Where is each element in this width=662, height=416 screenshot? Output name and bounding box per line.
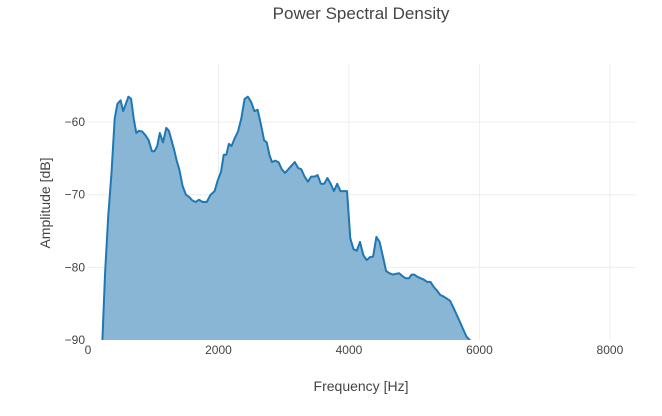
x-tick-label: 8000 (597, 343, 624, 357)
y-axis-title: Amplitude [dB] (37, 157, 53, 248)
y-tick-label: −60 (65, 115, 86, 129)
y-tick-label: −80 (65, 260, 86, 274)
plot-area (101, 95, 496, 340)
x-tick-label: 0 (85, 343, 92, 357)
y-tick-labels: −90 −80 −70 −60 (65, 115, 86, 347)
x-tick-label: 4000 (336, 343, 363, 357)
x-tick-labels: 0 2000 4000 6000 8000 (85, 343, 624, 357)
psd-area-fill (102, 96, 496, 340)
chart-title: Power Spectral Density (273, 4, 450, 23)
x-tick-label: 2000 (205, 343, 232, 357)
y-tick-label: −90 (65, 333, 86, 347)
psd-series-line (101, 95, 472, 340)
x-tick-label: 6000 (466, 343, 493, 357)
x-axis-title: Frequency [Hz] (314, 378, 409, 394)
y-tick-label: −70 (65, 188, 86, 202)
